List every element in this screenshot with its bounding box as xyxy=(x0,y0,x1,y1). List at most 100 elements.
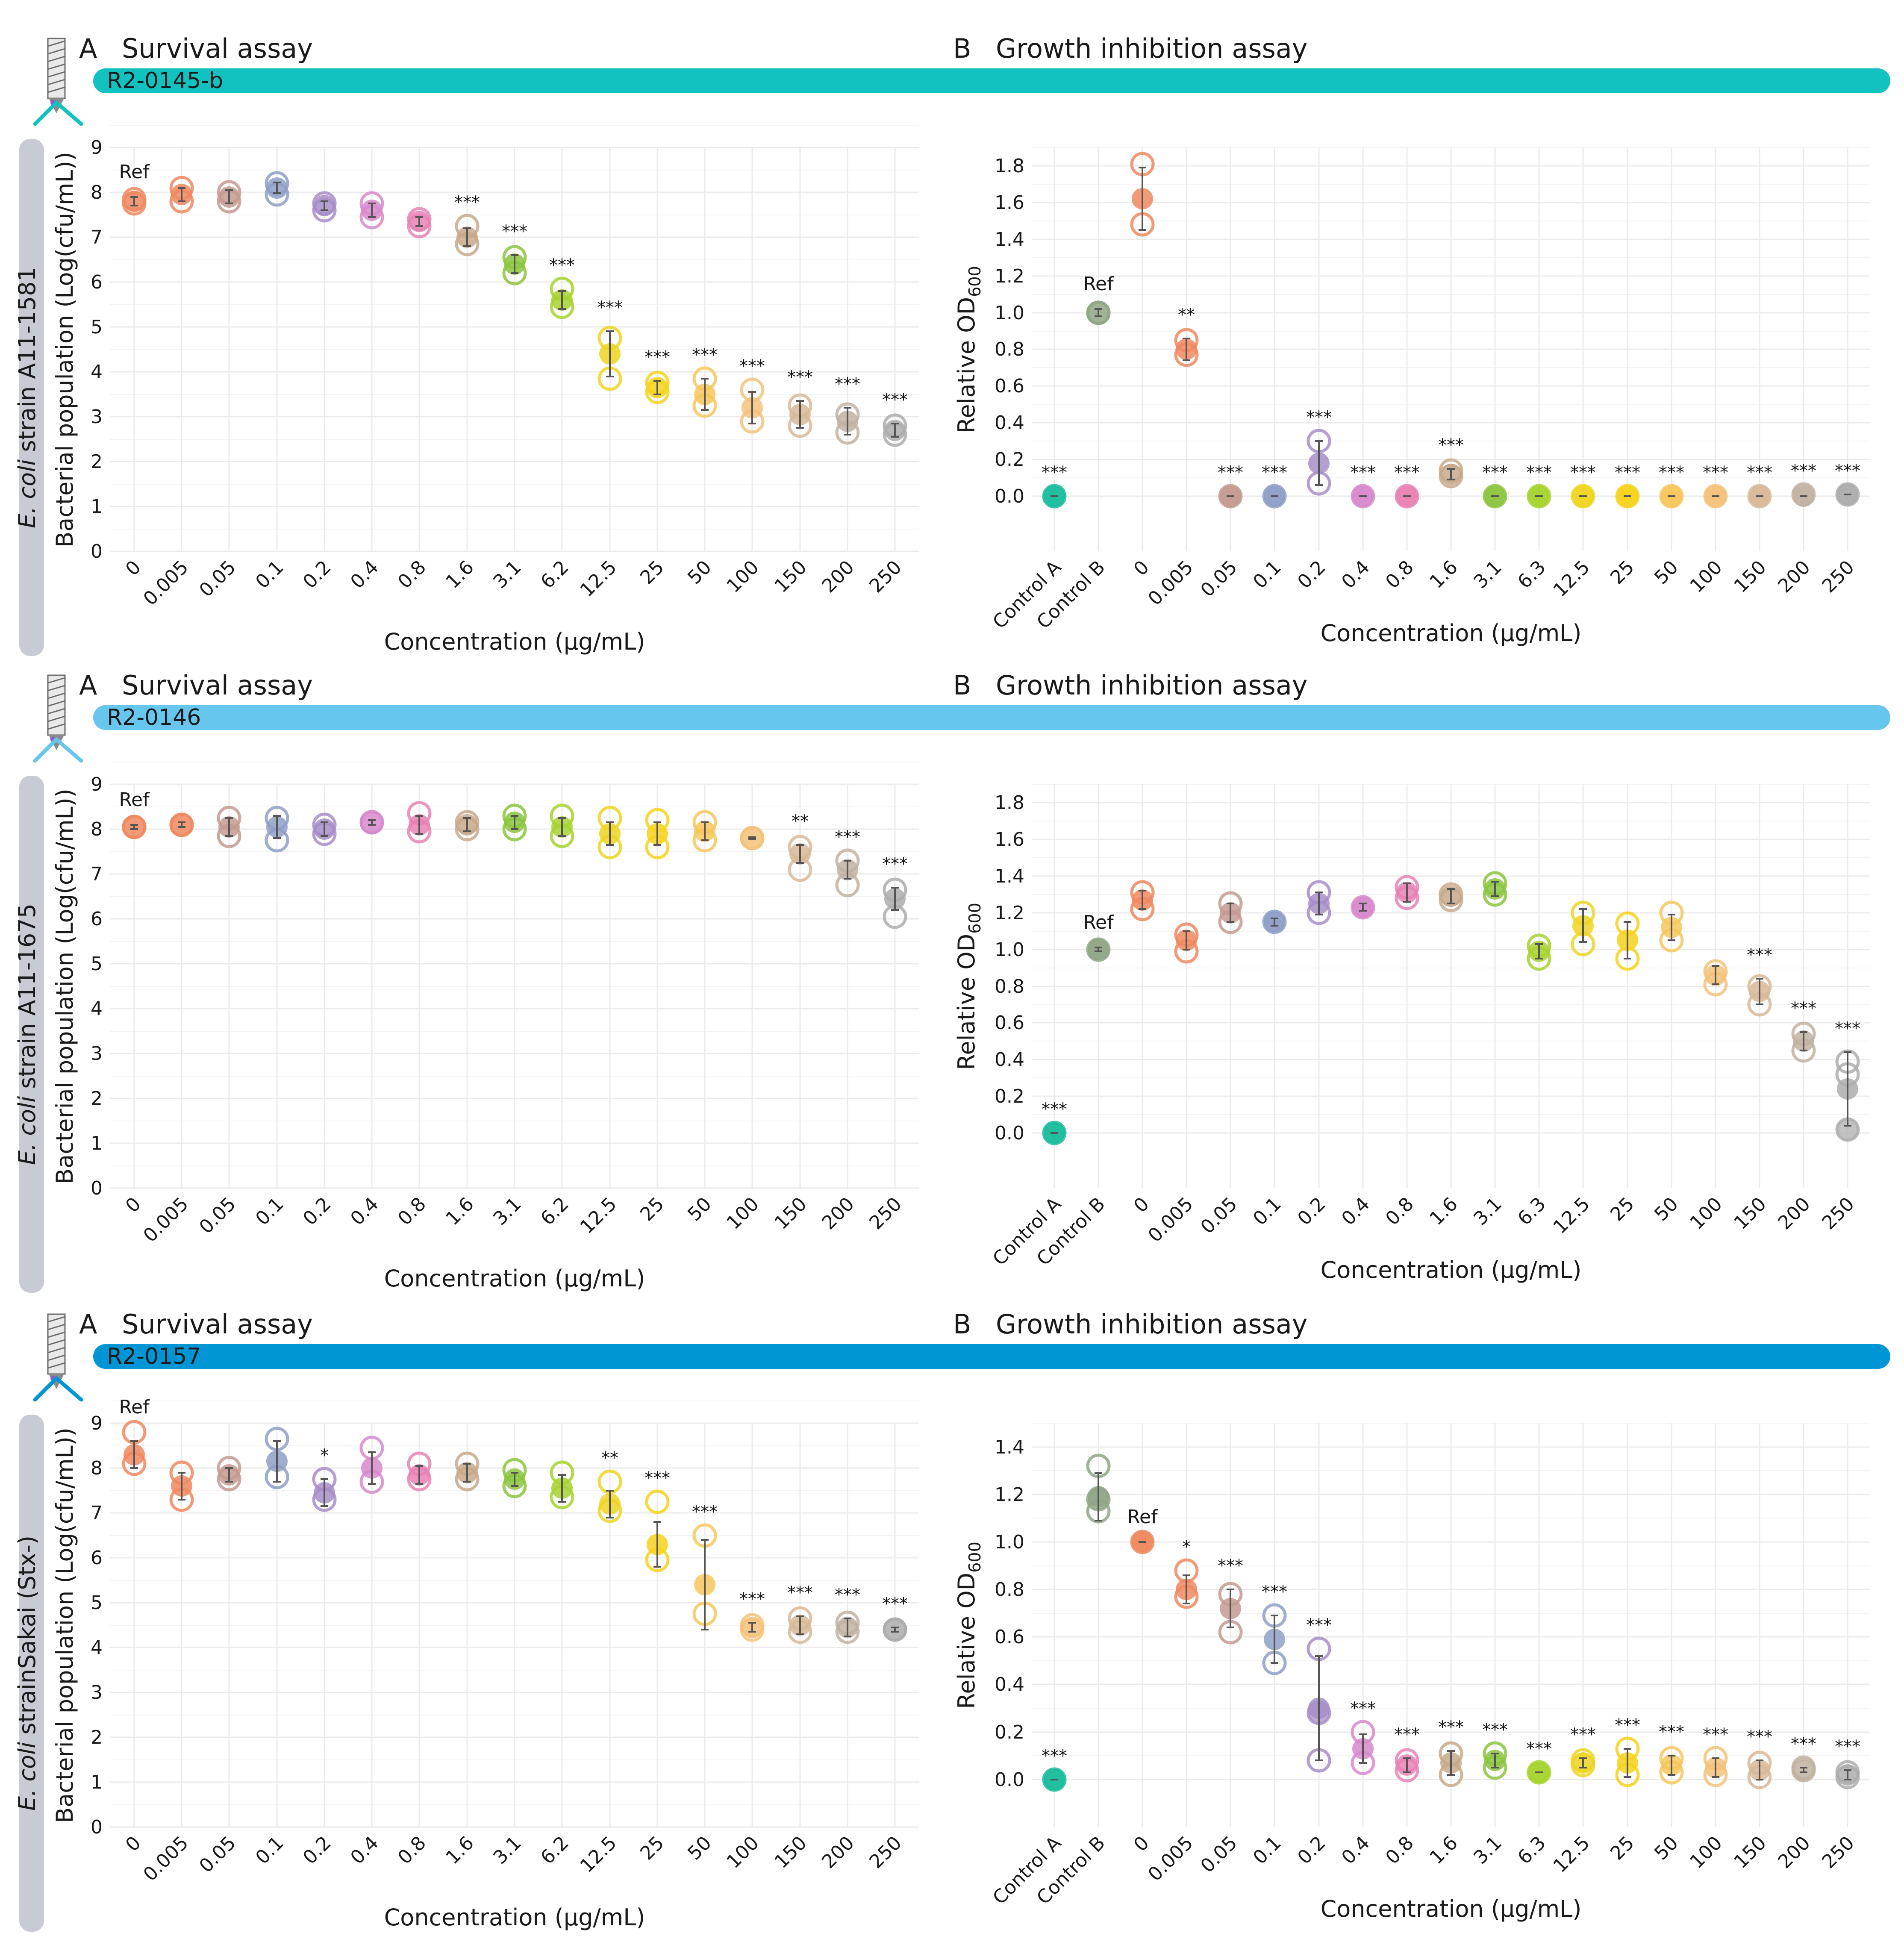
y-tick-label: 2 xyxy=(91,1727,103,1748)
y-axis-title: Bacterial population (Log(cfu/mL)) xyxy=(51,789,78,1184)
data-point-group xyxy=(1351,484,1375,509)
y-tick-label: 0.8 xyxy=(995,1579,1024,1601)
y-axis-title-main: Relative OD xyxy=(953,297,980,433)
data-point-group xyxy=(265,1427,289,1489)
data-point-group xyxy=(883,877,907,929)
x-axis-title: Concentration (µg/mL) xyxy=(1321,1895,1582,1922)
panel-letter-b: B xyxy=(953,670,971,701)
data-point-group xyxy=(883,1617,907,1642)
strain-label-name: strain A11-1675 xyxy=(14,903,41,1096)
y-tick-label: 1.0 xyxy=(995,302,1024,324)
strain-side-bar xyxy=(19,1415,44,1932)
significance-label: *** xyxy=(1438,435,1464,455)
significance-label: *** xyxy=(1615,1715,1640,1735)
panel-letter-a: A xyxy=(79,670,97,701)
strain-label: E. coli strain A11-1675 xyxy=(14,903,41,1165)
data-point-group xyxy=(455,1451,480,1492)
replicate-point xyxy=(645,1489,670,1514)
data-point-group xyxy=(122,1420,147,1476)
data-point-group xyxy=(550,1460,574,1509)
data-point-group xyxy=(1791,1021,1816,1063)
significance-label: *** xyxy=(882,390,908,410)
significance-label: *** xyxy=(739,1589,765,1609)
data-point-group xyxy=(788,835,812,882)
significance-label: *** xyxy=(787,368,813,387)
data-point-group xyxy=(1351,1720,1375,1775)
significance-label: ** xyxy=(601,1448,618,1468)
significance-label: *** xyxy=(1791,999,1816,1018)
y-tick-label: 1.2 xyxy=(995,902,1024,924)
y-tick-label: 0.0 xyxy=(995,485,1024,507)
grid xyxy=(110,1401,919,1828)
phage-hatch-line xyxy=(47,700,65,707)
data-point-group xyxy=(359,810,384,835)
y-axis-title: Relative OD600 xyxy=(953,903,984,1070)
y-tick-label: 7 xyxy=(91,863,103,885)
significance-label: *** xyxy=(1835,461,1860,481)
strain-label-species: E. coli xyxy=(14,1096,41,1165)
grid xyxy=(1032,784,1870,1188)
panel-letter-a: A xyxy=(79,33,97,64)
phage-leg-left xyxy=(33,100,59,126)
y-tick-label: 2 xyxy=(91,1088,103,1109)
significance-label: *** xyxy=(835,827,860,847)
data-point-group xyxy=(1747,484,1772,509)
phage-hatch-line xyxy=(47,79,65,85)
y-tick-label: 0.4 xyxy=(995,1674,1024,1695)
data-point-group xyxy=(1042,1767,1067,1792)
significance-label: *** xyxy=(1482,463,1508,483)
data-point-group xyxy=(645,371,670,404)
data-point-group xyxy=(1527,484,1551,509)
y-tick-label: 1.6 xyxy=(995,829,1024,850)
y-tick-label: 5 xyxy=(91,953,103,975)
data-point-group xyxy=(1835,482,1860,507)
data-point-group xyxy=(1527,933,1551,971)
y-tick-label: 0.6 xyxy=(995,375,1024,397)
y-tick-label: 2 xyxy=(91,451,103,473)
y-tick-label: 5 xyxy=(91,1592,103,1614)
significance-label: *** xyxy=(1526,463,1552,483)
phage-hatch-line xyxy=(47,715,65,722)
phage-hatch-line xyxy=(47,677,65,684)
significance-label: *** xyxy=(1747,463,1772,483)
significance-label: *** xyxy=(1835,1019,1860,1039)
significance-label: *** xyxy=(739,356,765,376)
data-point-group xyxy=(1659,1746,1684,1785)
significance-label: *** xyxy=(1747,1727,1772,1747)
significance-label: *** xyxy=(1394,1725,1420,1745)
phage-hatch-line xyxy=(47,56,65,62)
y-tick-label: 6 xyxy=(91,908,103,930)
significance-label: *** xyxy=(835,1585,860,1605)
significance-label: *** xyxy=(1262,1582,1287,1602)
significance-label: *** xyxy=(882,1594,908,1614)
phage-leg-right xyxy=(54,1376,83,1402)
data-point-group xyxy=(883,413,907,447)
y-tick-label: 6 xyxy=(91,271,103,293)
data-point-group xyxy=(1262,909,1287,934)
y-tick-label: 1.4 xyxy=(995,1436,1024,1458)
strain-label-name: strainSakai (Stx-) xyxy=(14,1536,41,1742)
data-point-group xyxy=(455,214,480,256)
phage-banner-label: R2-0146 xyxy=(107,705,201,730)
strain-side-bar xyxy=(19,776,44,1293)
data-point-group xyxy=(1307,1636,1331,1773)
data-point-group xyxy=(1042,1121,1067,1145)
data-point-group xyxy=(1174,1558,1199,1609)
y-tick-label: 4 xyxy=(91,998,103,1020)
phage-hatch-line xyxy=(47,1331,65,1338)
significance-label: *** xyxy=(1747,945,1772,965)
phage-hatch-line xyxy=(47,1362,65,1369)
phage-hatch-line xyxy=(47,40,65,47)
significance-label: *** xyxy=(1791,1734,1816,1754)
y-axis-title-subscript: 600 xyxy=(965,903,984,934)
phage-hatch-line xyxy=(47,1324,65,1330)
strain-label-species: E. coli xyxy=(14,1742,41,1811)
data-point-group xyxy=(1659,900,1684,953)
data-point-group xyxy=(1174,328,1199,367)
data-point-group xyxy=(597,326,622,391)
strain-label-species: E. coli xyxy=(14,459,41,528)
reference-label: Ref xyxy=(1083,912,1114,933)
data-point-group xyxy=(1351,895,1375,920)
significance-label: *** xyxy=(644,1468,670,1488)
